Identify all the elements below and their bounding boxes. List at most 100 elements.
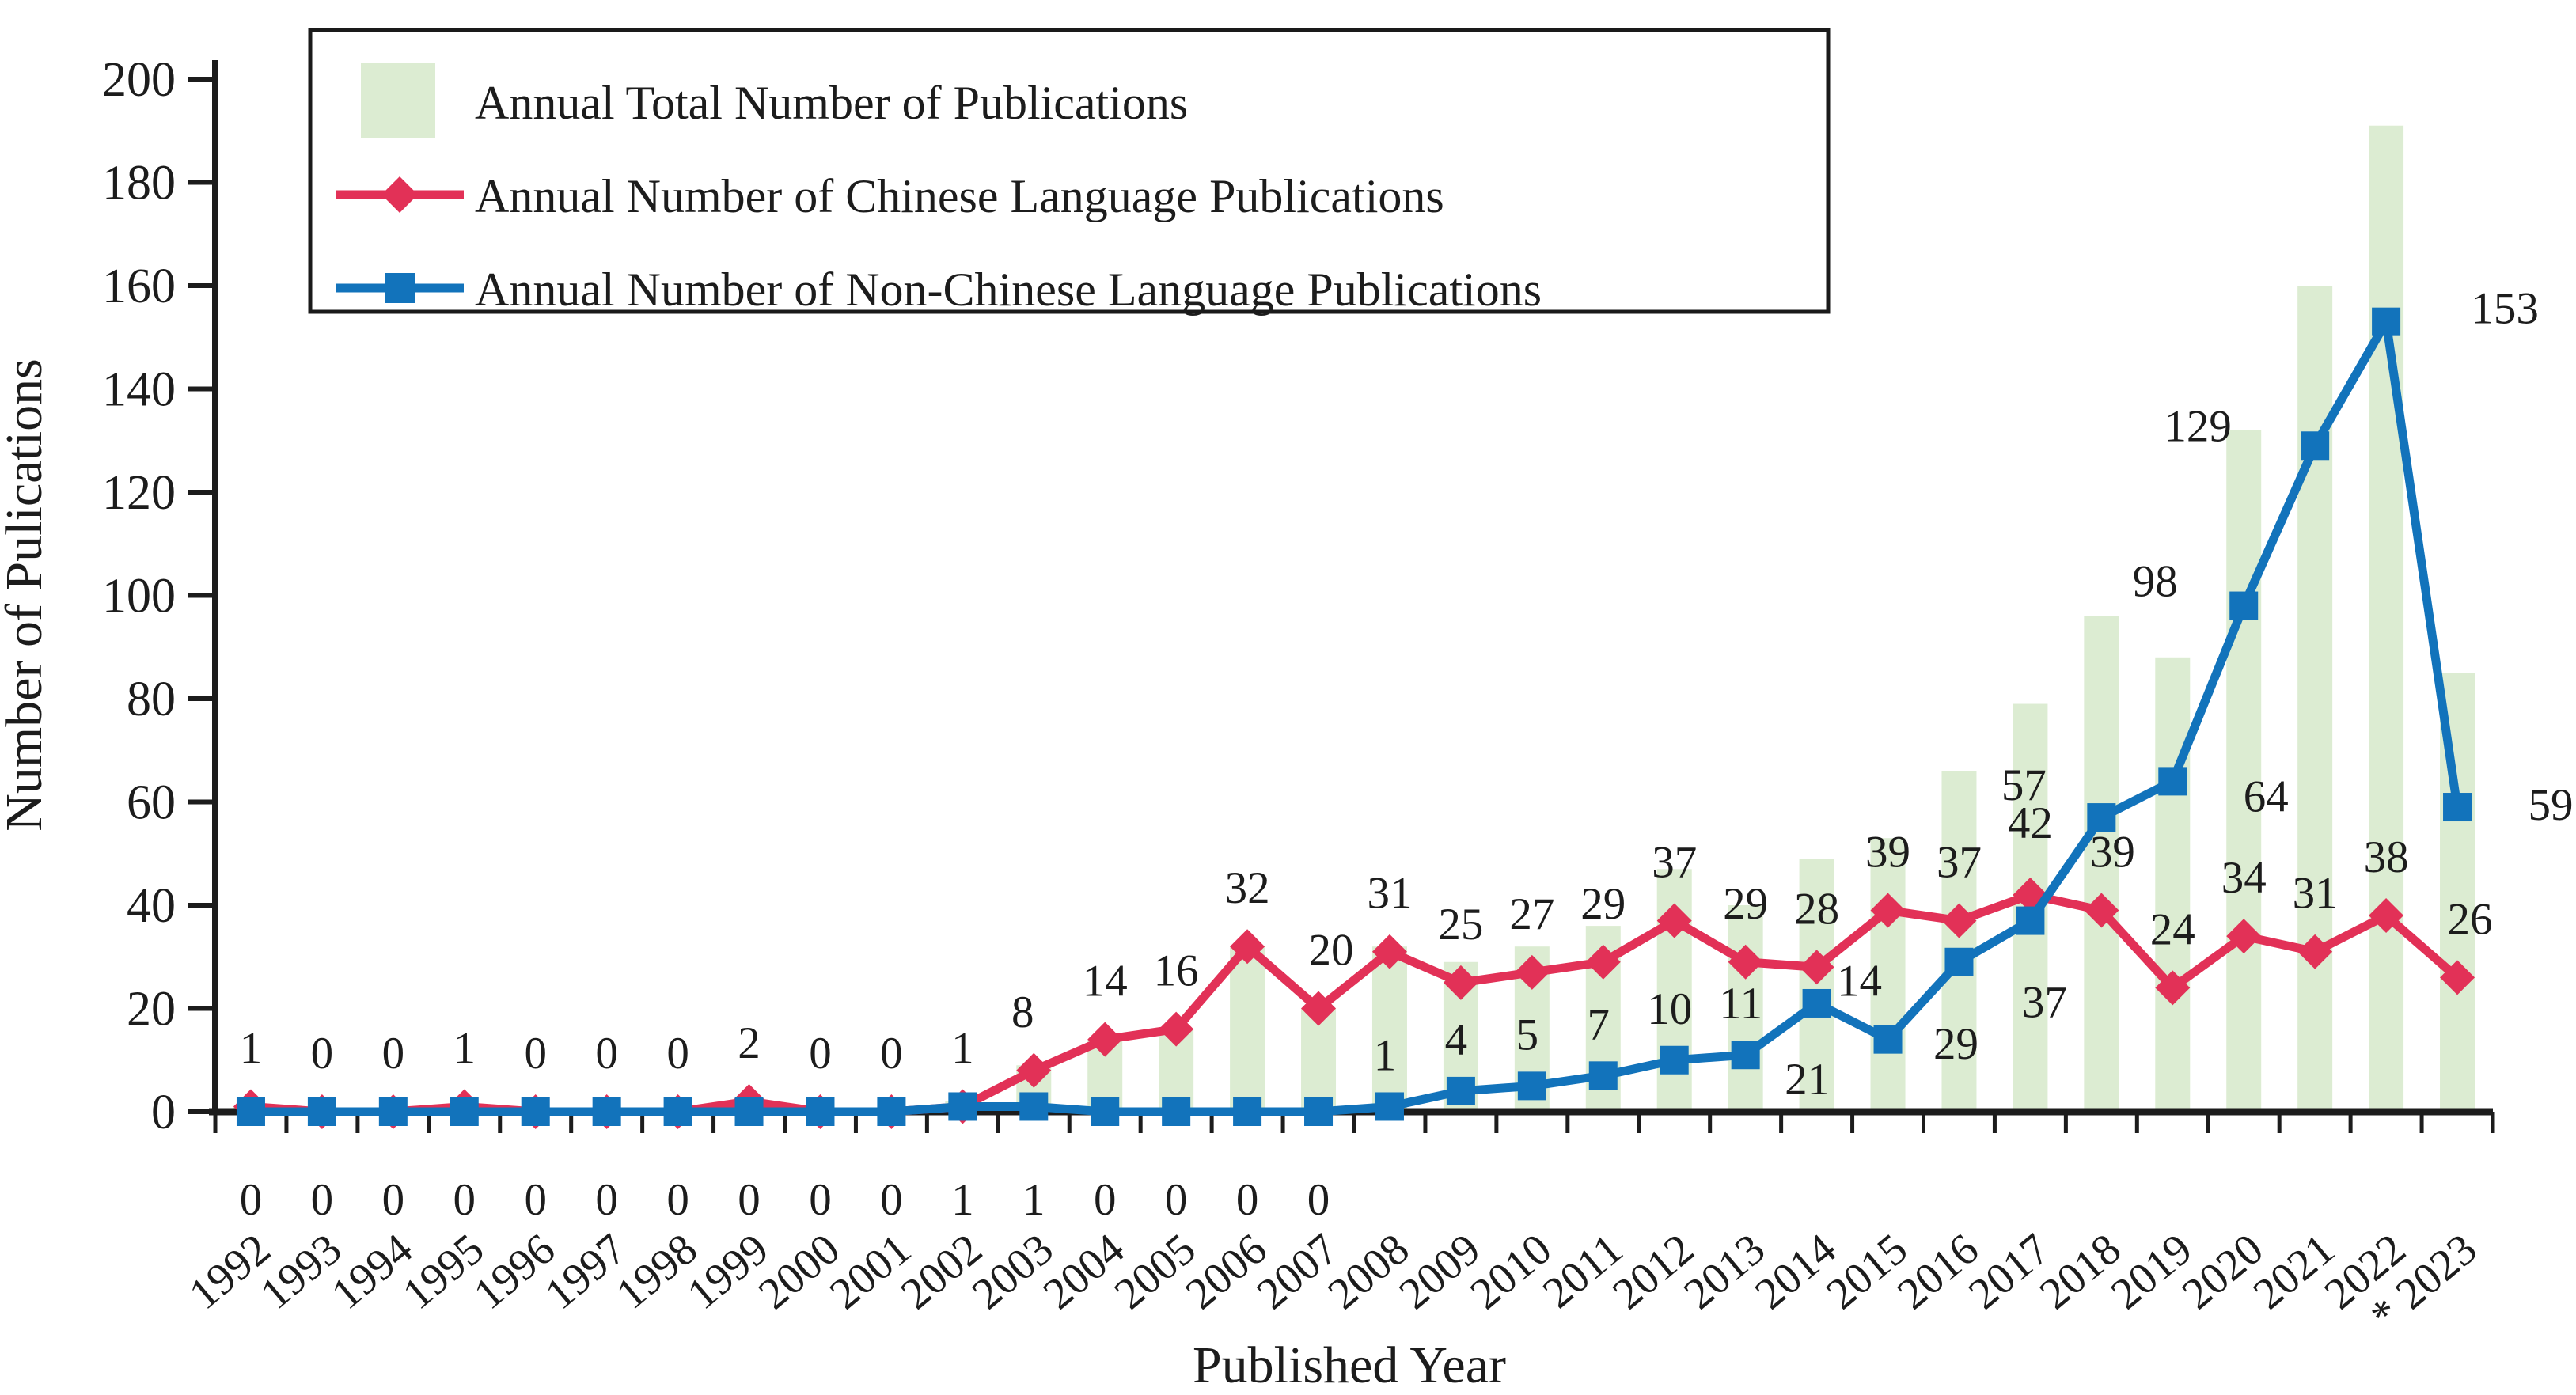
non-chinese-data-label-2022: 153	[2471, 284, 2539, 334]
non-chinese-data-point-2009	[1446, 1076, 1475, 1105]
y-tick-label-100: 100	[102, 570, 176, 624]
square-marker-icon	[385, 273, 415, 303]
non-chinese-data-label-2016: 29	[1933, 1019, 1978, 1069]
non-chinese-data-label-1992: 0	[240, 1175, 263, 1225]
chinese-data-point-2019	[2155, 970, 2191, 1006]
non-chinese-data-label-2011: 7	[1588, 999, 1610, 1049]
chinese-data-point-2018	[2084, 893, 2119, 928]
chinese-data-label-2014: 28	[1794, 884, 1839, 934]
non-chinese-data-label-2000: 0	[809, 1175, 832, 1225]
chinese-data-point-2021	[2297, 934, 2333, 969]
non-chinese-data-label-1995: 0	[453, 1175, 476, 1225]
non-chinese-data-point-2019	[2158, 767, 2187, 796]
non-chinese-data-label-2013: 11	[1719, 979, 1762, 1029]
non-chinese-data-point-2012	[1660, 1045, 1689, 1075]
chinese-data-label-2016: 37	[1937, 838, 1982, 888]
non-chinese-data-point-2013	[1731, 1041, 1760, 1070]
chinese-data-point-2003	[1016, 1052, 1052, 1088]
chinese-data-point-2013	[1728, 944, 1763, 980]
non-chinese-data-point-1993	[307, 1097, 336, 1126]
diamond-marker-icon	[381, 176, 418, 213]
non-chinese-data-point-2021	[2301, 431, 2330, 461]
chinese-data-label-2017: 42	[2008, 798, 2053, 848]
non-chinese-data-point-1998	[663, 1097, 692, 1126]
line-series-layer	[233, 307, 2475, 1129]
non-chinese-data-point-1999	[734, 1097, 764, 1126]
y-tick-label-200: 200	[102, 53, 176, 107]
chinese-data-point-2008	[1371, 934, 1407, 969]
y-tick-label-120: 120	[102, 466, 176, 520]
non-chinese-data-label-2009: 4	[1445, 1015, 1468, 1065]
chinese-data-point-2020	[2226, 919, 2262, 954]
non-chinese-data-label-1997: 0	[595, 1175, 618, 1225]
non-chinese-data-point-2001	[877, 1097, 906, 1126]
chinese-data-point-2006	[1230, 929, 1265, 965]
total-bar-2008	[1371, 946, 1407, 1112]
y-tick-label-160: 160	[102, 260, 176, 313]
non-chinese-data-label-2006: 0	[1236, 1175, 1259, 1225]
chinese-data-label-2022: 38	[2364, 832, 2409, 882]
total-bar-2015	[1870, 838, 1906, 1112]
y-tick-label-60: 60	[127, 776, 176, 830]
non-chinese-data-label-2007: 0	[1307, 1175, 1330, 1225]
total-bar-2013	[1728, 905, 1763, 1112]
non-chinese-data-label-1999: 0	[738, 1175, 761, 1225]
chinese-data-label-2001: 0	[880, 1029, 903, 1078]
chinese-data-label-2009: 25	[1438, 900, 1483, 950]
chinese-publications-line	[246, 890, 2462, 1116]
non-chinese-data-point-2005	[1162, 1097, 1191, 1126]
non-chinese-data-point-2010	[1517, 1071, 1546, 1101]
chinese-data-label-2013: 29	[1723, 879, 1768, 929]
total-bar-2006	[1230, 946, 1265, 1112]
chinese-data-label-2004: 14	[1083, 957, 1128, 1006]
total-bar-2016	[1941, 771, 1977, 1112]
y-tick-label-40: 40	[127, 879, 176, 933]
chinese-data-point-2014	[1799, 950, 1834, 985]
non-chinese-data-point-1992	[236, 1097, 265, 1126]
legend: Annual Total Number of Publications Annu…	[308, 28, 1831, 316]
chinese-data-label-1994: 0	[382, 1029, 405, 1078]
chinese-data-point-2015	[1870, 893, 1906, 928]
y-tick-label-180: 180	[102, 157, 176, 210]
non-chinese-data-point-1997	[592, 1097, 621, 1126]
non-chinese-data-point-2008	[1375, 1092, 1404, 1121]
non-chinese-data-label-2017: 37	[2022, 978, 2067, 1028]
non-chinese-data-point-2015	[1873, 1025, 1903, 1054]
chinese-data-label-2006: 32	[1225, 863, 1270, 913]
chinese-data-label-2019: 24	[2150, 904, 2195, 954]
chinese-data-label-2003: 8	[1011, 987, 1034, 1037]
chinese-data-point-2007	[1301, 991, 1337, 1026]
total-bar-2022	[2369, 125, 2404, 1113]
non-chinese-data-point-2018	[2087, 803, 2116, 832]
chinese-data-label-1995: 1	[453, 1023, 476, 1073]
non-chinese-data-point-2003	[1019, 1092, 1049, 1121]
non-chinese-data-label-2021: 129	[2164, 401, 2232, 451]
chinese-data-point-2012	[1656, 903, 1692, 938]
chinese-data-point-2009	[1443, 965, 1478, 1000]
non-chinese-data-point-2020	[2229, 591, 2259, 620]
chinese-data-label-1999: 2	[738, 1018, 761, 1068]
non-chinese-data-point-2014	[1802, 988, 1831, 1018]
non-chinese-data-label-2008: 1	[1374, 1030, 1397, 1080]
non-chinese-data-label-2014: 21	[1785, 1055, 1830, 1105]
y-tick-label-140: 140	[102, 363, 176, 417]
non-chinese-data-label-2012: 10	[1647, 984, 1692, 1034]
chinese-data-label-2015: 39	[1865, 828, 1910, 878]
non-chinese-data-point-2002	[948, 1092, 977, 1121]
non-chinese-data-point-2006	[1233, 1097, 1262, 1126]
non-chinese-data-point-2022	[2372, 307, 2401, 336]
total-bar-2014	[1799, 859, 1834, 1112]
chinese-data-label-2002: 1	[951, 1023, 974, 1073]
total-bar-2021	[2297, 286, 2333, 1112]
non-chinese-data-point-1996	[521, 1097, 550, 1126]
non-chinese-data-point-2023	[2443, 793, 2472, 822]
total-bar-2020	[2226, 430, 2262, 1112]
non-chinese-data-label-2002: 1	[951, 1175, 974, 1225]
chinese-data-point-2023	[2440, 960, 2475, 995]
non-chinese-data-label-1993: 0	[311, 1175, 334, 1225]
chinese-data-label-2012: 37	[1652, 838, 1697, 888]
chinese-data-label-2000: 0	[809, 1029, 832, 1078]
chinese-data-label-1992: 1	[240, 1023, 263, 1073]
non-chinese-data-label-2019: 64	[2244, 771, 2289, 821]
y-tick-label-20: 20	[127, 983, 176, 1037]
